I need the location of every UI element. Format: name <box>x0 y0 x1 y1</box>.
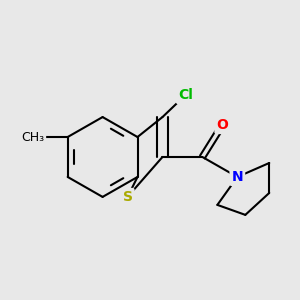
Text: O: O <box>216 118 228 132</box>
Text: Cl: Cl <box>178 88 193 102</box>
Text: CH₃: CH₃ <box>21 130 44 143</box>
Text: S: S <box>122 190 133 204</box>
Text: N: N <box>232 170 243 184</box>
